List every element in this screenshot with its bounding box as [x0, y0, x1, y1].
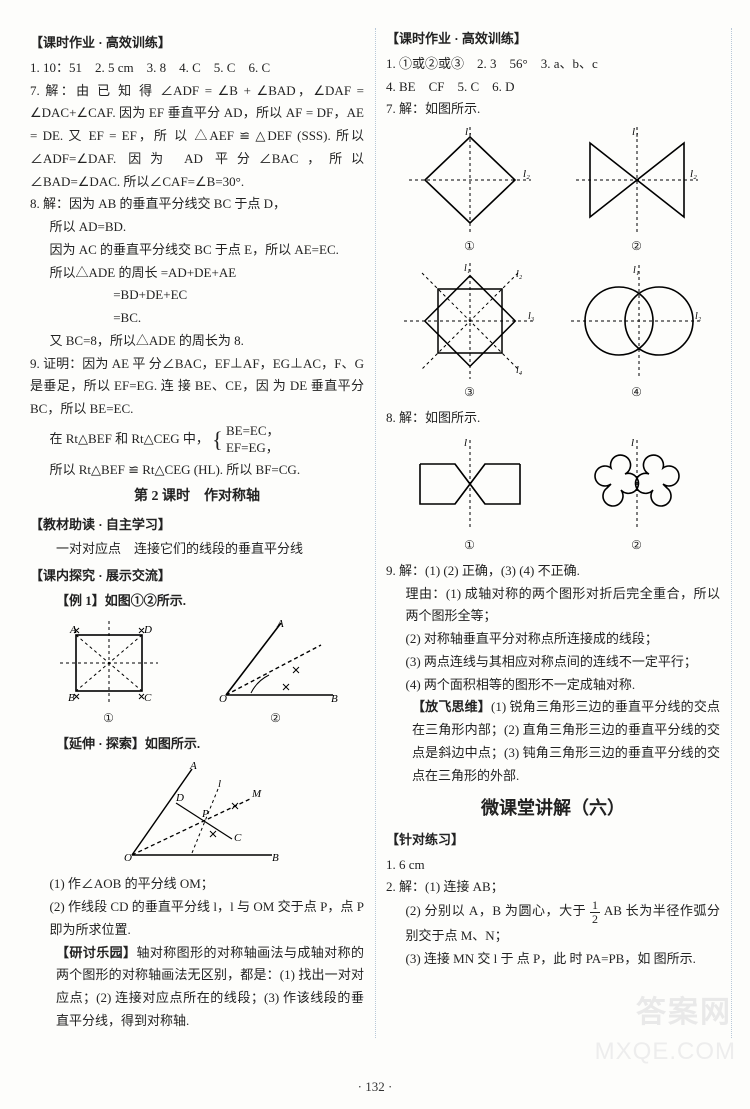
- svg-text:l₁: l₁: [632, 126, 639, 138]
- svg-text:l₃: l₃: [528, 311, 535, 322]
- svg-text:B: B: [272, 852, 279, 864]
- figure-row-symmetry-2: l₁ l₂ l₃ l₄ ③ l₁ l₂ ④: [386, 261, 720, 403]
- section-heading: 【教材助读 · 自主学习】: [30, 514, 364, 537]
- solution-q9-line: (4) 两个面积相等的图形不一定成轴对称.: [386, 674, 720, 697]
- figure-square-dashed: A D B C: [54, 617, 164, 707]
- step-text: 2. 解：(1) 连接 AB；: [386, 876, 720, 899]
- text: (2) 分别以 A，B 为圆心，大于: [406, 903, 591, 918]
- section-heading: 【课时作业 · 高效训练】: [30, 32, 364, 55]
- solution-q8-line: 所以△ADE 的周长 =AD+DE+AE: [30, 262, 364, 285]
- example-label: 【例 1】如图①②所示.: [30, 590, 364, 613]
- lesson-title: 第 2 课时 作对称轴: [30, 485, 364, 510]
- solution-q9-line: 9. 解：(1) (2) 正确，(3) (4) 不正确.: [386, 560, 720, 583]
- svg-text:A: A: [189, 760, 197, 772]
- svg-text:l₂: l₂: [695, 311, 702, 322]
- step-text: (3) 连接 MN 交 l 于 点 P，此 时 PA=PB，如 图所示.: [386, 948, 720, 971]
- solution-q8-eq: =BD+DE+EC: [30, 284, 364, 307]
- answer-line: 4. BE CF 5. C 6. D: [386, 76, 720, 99]
- solution-q9-line: (3) 两点连线与其相应对称点间的连线不一定平行；: [386, 651, 720, 674]
- figure-row-example1: A D B C ① A O B ②: [30, 617, 364, 729]
- solution-q9-line: (2) 对称轴垂直平分对称点所连接成的线段；: [386, 628, 720, 651]
- solution-q8: 8. 解：如图所示.: [386, 407, 720, 430]
- figure-rhombus: l₁ l₂: [405, 125, 535, 235]
- answer-line: 1. 6 cm: [386, 854, 720, 877]
- figure-label: ①: [464, 535, 475, 556]
- svg-text:P: P: [201, 808, 209, 820]
- figure-label: ①: [464, 236, 475, 257]
- figure-row-symmetry-1: l₁ l₂ ① l₁ l₂ ②: [386, 125, 720, 257]
- answer-line: 1. ①或②或③ 2. 3 56° 3. a、b、c: [386, 53, 720, 76]
- svg-text:B: B: [331, 693, 338, 705]
- figure-bowtie: l₁ l₂: [572, 125, 702, 235]
- svg-text:l₁: l₁: [465, 126, 472, 138]
- solution-q8-line: 8. 解：因为 AB 的垂直平分线交 BC 于点 D，: [30, 193, 364, 216]
- figure-star: l₁ l₂ l₃ l₄: [400, 261, 540, 381]
- discussion-text: 【研讨乐园】轴对称图形的对称轴画法与成轴对称的两个图形的对称轴画法无区别，都是：…: [30, 942, 364, 1033]
- svg-text:l₂: l₂: [690, 168, 697, 180]
- figure-label: ④: [631, 382, 642, 403]
- case-line: BE=EC，: [226, 423, 280, 440]
- figure-label: ②: [270, 708, 281, 729]
- step-text: (2) 作线段 CD 的垂直平分线 l，l 与 OM 交于点 P，点 P 即为所…: [30, 896, 364, 942]
- step-text: (2) 分别以 A，B 为圆心，大于 12 AB 长为半径作弧分别交于点 M、N…: [386, 899, 720, 948]
- text: 在 Rt△BEF 和 Rt△CEG 中，: [50, 431, 209, 446]
- figure-angle-bisector: A O B: [211, 617, 341, 707]
- svg-text:O: O: [219, 693, 227, 705]
- svg-text:D: D: [143, 624, 152, 636]
- svg-text:M: M: [251, 788, 262, 800]
- figure-final: A M P B N l: [742, 28, 750, 128]
- svg-text:A: A: [69, 624, 77, 636]
- svg-text:D: D: [175, 792, 184, 804]
- extension-label: 【延伸 · 探索】如图所示.: [30, 733, 364, 756]
- figure-two-circles: l₁ l₂: [567, 261, 707, 381]
- step-text: (1) 作∠AOB 的平分线 OM；: [30, 873, 364, 896]
- svg-text:l₄: l₄: [516, 365, 523, 376]
- svg-text:C: C: [144, 692, 152, 704]
- section-heading: 【针对练习】: [386, 829, 720, 852]
- svg-text:l: l: [631, 437, 634, 449]
- fraction-half: 12: [590, 899, 600, 925]
- svg-text:O: O: [124, 852, 132, 864]
- figure-label: ①: [103, 708, 114, 729]
- svg-text:l: l: [464, 437, 467, 449]
- svg-text:l₂: l₂: [523, 168, 530, 180]
- solution-q7: 7. 解：如图所示.: [386, 98, 720, 121]
- solution-q9-line: 9. 证明：因为 AE 平 分∠BAC，EF⊥AF，EG⊥AC，F、G 是垂足，…: [30, 353, 364, 421]
- case-line: EF=EG，: [226, 440, 280, 457]
- svg-text:A: A: [276, 618, 284, 630]
- page-number: · 132 ·: [0, 1076, 750, 1099]
- svg-text:C: C: [234, 832, 242, 844]
- svg-text:l₂: l₂: [516, 269, 523, 280]
- svg-text:B: B: [68, 692, 75, 704]
- solution-q7: 7. 解：由 已 知 得 ∠ADF = ∠B + ∠BAD，∠DAF = ∠DA…: [30, 80, 364, 194]
- watermark-en: MXQE.COM: [595, 1031, 736, 1073]
- solution-q9-line: 在 Rt△BEF 和 Rt△CEG 中， { BE=EC， EF=EG，: [30, 421, 364, 460]
- figure-label: ②: [631, 535, 642, 556]
- brace-icon: {: [212, 427, 223, 452]
- section-heading: 【课内探究 · 展示交流】: [30, 565, 364, 588]
- solution-q8-eq: =BC.: [30, 307, 364, 330]
- figure-clover-pair: l: [567, 434, 707, 534]
- micro-lecture-title: 微课堂讲解（六）: [386, 793, 720, 825]
- solution-q8-line: 所以 AD=BD.: [30, 216, 364, 239]
- section-heading: 【课时作业 · 高效训练】: [386, 28, 720, 51]
- svg-text:l₁: l₁: [464, 263, 470, 274]
- svg-text:l: l: [218, 778, 221, 790]
- figure-label: ③: [464, 382, 475, 403]
- solution-q9-line: 所以 Rt△BEF ≌ Rt△CEG (HL). 所以 BF=CG.: [30, 459, 364, 482]
- solution-q8-line: 又 BC=8，所以△ADE 的周长为 8.: [30, 330, 364, 353]
- figure-row-q8: l ① l ②: [386, 434, 720, 556]
- flythink-text: 【放飞思维】(1) 锐角三角形三边的垂直平分线的交点在三角形内部；(2) 直角三…: [386, 696, 720, 787]
- answer-line: 1. 10：51 2. 5 cm 3. 8 4. C 5. C 6. C: [30, 57, 364, 80]
- solution-q8-line: 因为 AC 的垂直平分线交 BC 于点 E，所以 AE=EC.: [30, 239, 364, 262]
- svg-text:l₁: l₁: [633, 265, 639, 276]
- figure-hexbox: l: [400, 434, 540, 534]
- solution-q9-line: 理由：(1) 成轴对称的两个图形对折后完全重合，所以两个图形全等；: [386, 583, 720, 629]
- figure-extension: A l M D P C O B: [30, 759, 364, 869]
- figure-label: ②: [631, 236, 642, 257]
- body-text: 一对对应点 连接它们的线段的垂直平分线: [30, 538, 364, 561]
